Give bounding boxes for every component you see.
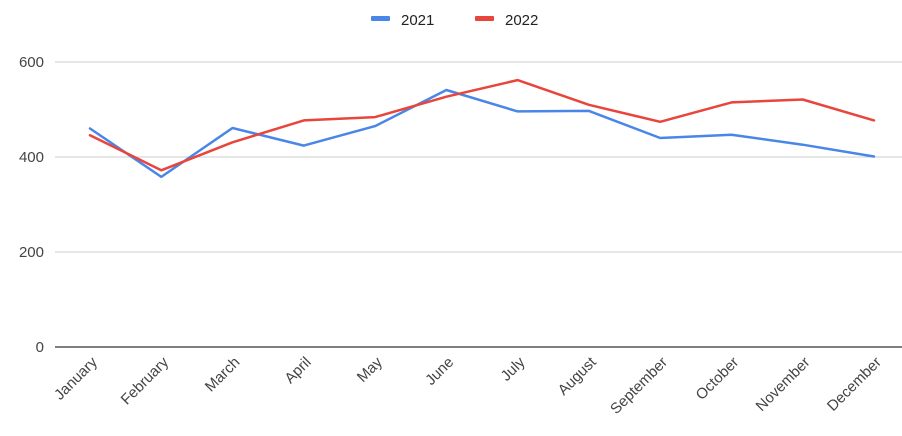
- x-tick-label: October: [693, 354, 743, 404]
- x-axis-tick-labels: January February March April May June July Augu…: [51, 353, 885, 417]
- y-tick-label: 200: [19, 244, 44, 261]
- x-tick-label: November: [753, 354, 814, 415]
- x-tick-label: May: [354, 353, 386, 385]
- y-tick-label: 400: [19, 149, 44, 166]
- legend-swatch-2022: [475, 16, 494, 21]
- series-line-2021: [88, 88, 876, 179]
- legend-swatch-2021: [371, 16, 390, 21]
- series-lines: [88, 78, 876, 179]
- gridlines: [55, 61, 902, 348]
- x-tick-label: March: [202, 354, 243, 395]
- x-tick-label: February: [118, 353, 173, 408]
- series-line-2022: [88, 78, 876, 172]
- x-tick-label: June: [422, 354, 457, 389]
- x-tick-label: September: [607, 354, 671, 418]
- x-tick-label: April: [281, 354, 314, 387]
- legend-label-2022: 2022: [505, 12, 538, 29]
- legend-label-2021: 2021: [401, 12, 434, 29]
- x-tick-label: July: [498, 353, 529, 384]
- y-tick-label: 600: [19, 54, 44, 71]
- legend: 2021 2022: [371, 12, 538, 29]
- x-tick-label: August: [555, 353, 601, 399]
- x-tick-label: December: [824, 354, 885, 415]
- x-tick-label: January: [51, 353, 101, 403]
- y-axis-tick-labels: 0 200 400 600: [19, 54, 44, 356]
- y-tick-label: 0: [36, 339, 44, 356]
